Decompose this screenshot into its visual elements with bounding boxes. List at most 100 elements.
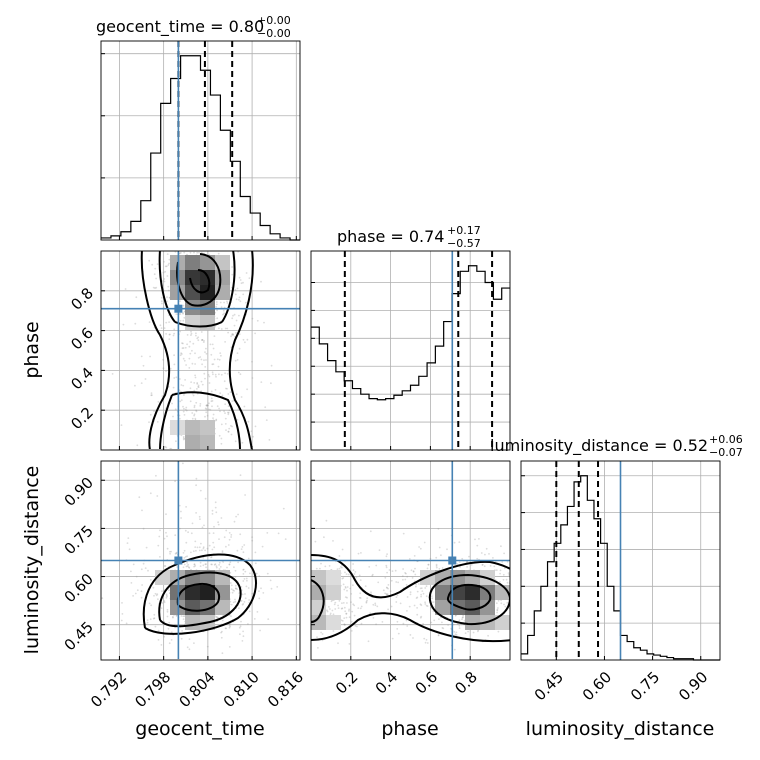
sample-point	[194, 374, 197, 377]
svg-text:geocent_time = 0.80: geocent_time = 0.80	[96, 17, 264, 37]
sample-point	[368, 566, 371, 568]
sample-point	[488, 553, 490, 555]
sample-point	[454, 614, 457, 617]
sample-point	[499, 569, 502, 572]
sample-point	[203, 453, 205, 455]
sample-point	[195, 484, 198, 487]
sample-point	[180, 475, 182, 477]
sample-point	[186, 225, 188, 227]
sample-point	[171, 402, 174, 405]
sample-point	[140, 596, 143, 599]
sample-point	[155, 474, 157, 477]
sample-point	[194, 417, 197, 420]
sample-point	[138, 496, 141, 499]
sample-point	[202, 556, 205, 559]
sample-point	[333, 603, 336, 606]
sample-point	[166, 300, 168, 303]
sample-point	[259, 629, 261, 632]
sample-point	[242, 635, 245, 638]
sample-point	[208, 532, 211, 535]
sample-point	[254, 562, 257, 565]
sample-point	[502, 578, 505, 581]
sample-point	[229, 582, 232, 584]
sample-point	[395, 581, 398, 583]
sample-point	[149, 492, 152, 495]
sample-point	[174, 552, 177, 555]
sample-point	[438, 546, 441, 549]
sample-point	[544, 581, 546, 583]
sample-point	[182, 304, 185, 307]
sample-point	[149, 618, 152, 621]
sample-point	[371, 574, 374, 577]
sample-point	[230, 588, 233, 590]
sample-point	[195, 549, 197, 552]
sample-point	[408, 605, 411, 608]
sample-point	[214, 506, 217, 509]
sample-point	[270, 364, 273, 367]
sample-point	[360, 605, 363, 608]
sample-point	[414, 567, 416, 570]
sample-point	[168, 589, 170, 592]
sample-point	[178, 417, 181, 420]
hist-panel-phase	[310, 250, 511, 451]
sample-point	[211, 509, 214, 512]
sample-point	[412, 570, 415, 573]
sample-point	[179, 300, 181, 303]
sample-point	[188, 567, 191, 569]
contour-line	[311, 554, 510, 643]
sample-point	[213, 358, 216, 361]
sample-point	[142, 364, 145, 367]
sample-point	[178, 527, 181, 530]
sample-point	[164, 455, 166, 457]
tick-label: 0.6	[67, 324, 97, 354]
sample-point	[518, 601, 520, 603]
sample-point	[235, 319, 238, 322]
sample-point	[226, 327, 229, 330]
contour-line	[446, 583, 492, 611]
sample-point	[161, 590, 163, 592]
sample-point	[497, 607, 499, 609]
sample-point	[128, 548, 131, 551]
sample-point	[182, 552, 185, 554]
sample-point	[197, 356, 200, 359]
sample-point	[195, 334, 197, 337]
sample-point	[182, 405, 184, 408]
sample-point	[228, 563, 231, 566]
sample-point	[155, 234, 157, 236]
sample-point	[225, 545, 227, 548]
sample-point	[245, 585, 248, 588]
sample-point	[193, 389, 196, 392]
sample-point	[221, 551, 224, 554]
sample-point	[415, 597, 418, 599]
sample-point	[344, 587, 347, 589]
density-bin	[185, 585, 200, 600]
sample-point	[239, 625, 242, 628]
sample-point	[173, 377, 176, 379]
sample-point	[458, 627, 461, 630]
density-bin	[185, 600, 200, 615]
sample-point	[359, 607, 362, 610]
sample-point	[240, 620, 242, 623]
sample-point	[215, 303, 218, 306]
sample-point	[193, 563, 196, 566]
sample-point	[201, 339, 204, 341]
sample-point	[468, 555, 470, 558]
sample-point	[168, 621, 171, 624]
sample-point	[365, 601, 368, 604]
sample-point	[458, 624, 461, 627]
sample-point	[130, 582, 133, 584]
sample-point	[231, 333, 234, 335]
sample-point	[165, 333, 168, 335]
sample-point	[179, 354, 182, 357]
sample-point	[197, 336, 200, 339]
sample-point	[410, 673, 412, 675]
sample-point	[328, 606, 330, 608]
sample-point	[505, 578, 508, 581]
sample-point	[199, 244, 201, 246]
sample-point	[243, 405, 246, 408]
sample-point	[208, 375, 211, 378]
sample-point	[528, 587, 530, 589]
sample-point	[244, 570, 247, 573]
tick-label: 0.6	[412, 668, 442, 698]
sample-point	[433, 619, 436, 622]
